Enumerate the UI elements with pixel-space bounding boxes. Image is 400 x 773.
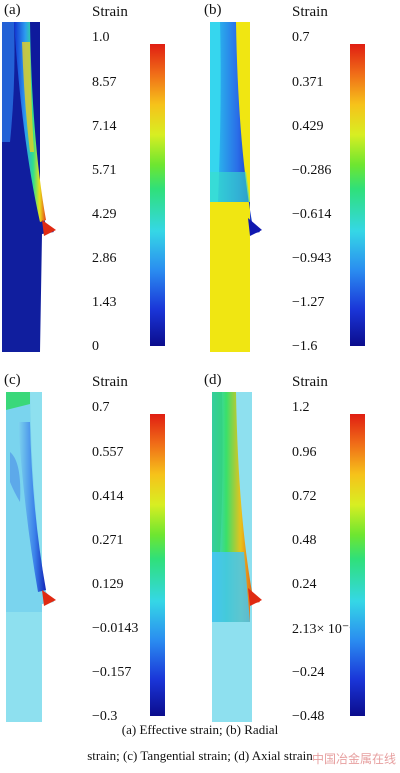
- colorbar: [350, 414, 365, 716]
- tick-label: 8.57: [92, 75, 117, 90]
- panel-label: (b): [204, 2, 222, 18]
- colorbar-title: Strain: [292, 374, 328, 390]
- tick-label: 0.7: [292, 30, 310, 45]
- panel-label: (d): [204, 372, 222, 388]
- tick-label: −0.943: [292, 251, 332, 266]
- colorbar: [150, 414, 165, 716]
- panel-label: (c): [4, 372, 21, 388]
- tick-labels: 0.7 0.371 0.429 −0.286 −0.614 −0.943 −1.…: [292, 26, 362, 356]
- tick-label: 0.129: [92, 577, 124, 592]
- tick-label: 1.2: [292, 400, 310, 415]
- tick-label: −1.6: [292, 339, 318, 354]
- tick-label: 2.13× 10⁻⁸: [292, 622, 355, 637]
- panel-b: (b) Strain 0.7 0.371 0.429 −0.286 −0.614…: [200, 0, 400, 355]
- tick-label: 0.96: [292, 445, 317, 460]
- tick-label: −0.3: [92, 709, 118, 724]
- colorbar: [150, 44, 165, 346]
- tick-label: 4.29: [92, 207, 117, 222]
- strain-contour-b: [210, 22, 262, 352]
- tick-label: −0.286: [292, 163, 332, 178]
- tick-label: 0: [92, 339, 99, 354]
- panel-a: (a) Strain 1.0 8.57 7.14 5.71 4.29 2.86 …: [0, 0, 200, 355]
- tick-label: 7.14: [92, 119, 117, 134]
- tick-label: 5.71: [92, 163, 117, 178]
- tick-label: 0.72: [292, 489, 317, 504]
- tick-label: 1.43: [92, 295, 117, 310]
- tick-labels: 0.7 0.557 0.414 0.271 0.129 −0.0143 −0.1…: [92, 396, 162, 726]
- strain-contour-c: [6, 392, 56, 722]
- tick-label: 0.271: [92, 533, 124, 548]
- tick-label: −0.614: [292, 207, 332, 222]
- tick-label: −0.0143: [92, 621, 139, 636]
- colorbar-title: Strain: [292, 4, 328, 20]
- tick-label: −0.157: [92, 665, 132, 680]
- tick-label: 0.371: [292, 75, 324, 90]
- panel-c: (c) Strain 0.7 0.557 0.414 0.271 0.129 −…: [0, 370, 200, 725]
- strain-contour-a: [2, 22, 56, 352]
- figure-caption-line-2: strain; (c) Tangential strain; (d) Axial…: [87, 748, 313, 763]
- tick-label: 0.24: [292, 577, 317, 592]
- tick-label: −1.27: [292, 295, 325, 310]
- tick-label: 0.48: [292, 533, 317, 548]
- colorbar-title: Strain: [92, 4, 128, 20]
- tick-label: −0.48: [292, 709, 325, 724]
- panel-d: (d) Strain 1.2 0.96 0.72 0.48 0.24 2.13×…: [200, 370, 400, 725]
- tick-label: 0.429: [292, 119, 324, 134]
- tick-labels: 1.0 8.57 7.14 5.71 4.29 2.86 1.43 0: [92, 26, 162, 356]
- tick-labels: 1.2 0.96 0.72 0.48 0.24 2.13× 10⁻⁸ −0.24…: [292, 396, 362, 726]
- tick-label: 1.0: [92, 30, 110, 45]
- colorbar-title: Strain: [92, 374, 128, 390]
- panel-label: (a): [4, 2, 21, 18]
- tick-label: 0.414: [92, 489, 124, 504]
- strain-contour-d: [212, 392, 262, 722]
- watermark: 中国冶金属在线: [311, 752, 396, 766]
- tick-label: 2.86: [92, 251, 117, 266]
- colorbar: [350, 44, 365, 346]
- tick-label: −0.24: [292, 665, 325, 680]
- figure-caption-line-1: (a) Effective strain; (b) Radial: [121, 722, 279, 737]
- tick-label: 0.557: [92, 445, 124, 460]
- tick-label: 0.7: [92, 400, 110, 415]
